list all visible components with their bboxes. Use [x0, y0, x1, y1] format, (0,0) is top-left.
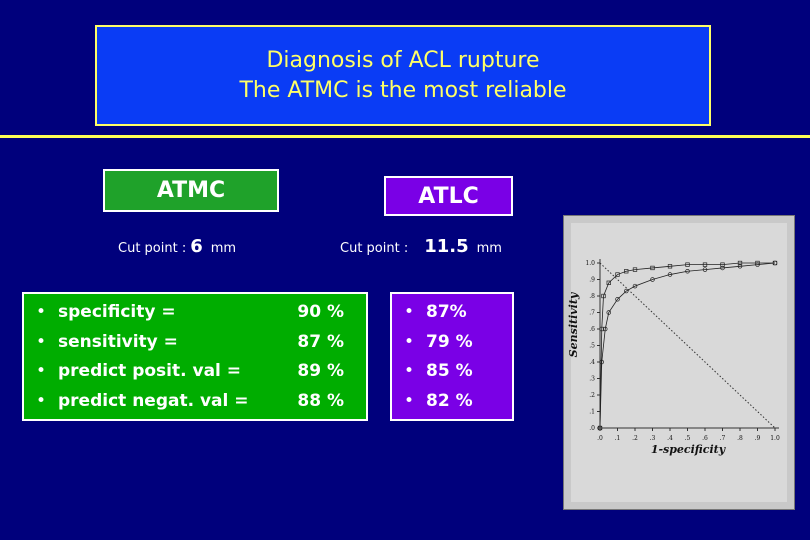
point	[599, 359, 604, 365]
cut-point-value: 6	[190, 236, 203, 257]
results-list: specificity = 90 % sensitivity = 87 % pred…	[22, 292, 368, 421]
result-value: 82 %	[426, 390, 473, 411]
result-label: sensitivity =	[58, 331, 178, 352]
point	[755, 262, 760, 267]
point	[623, 288, 629, 294]
y-tick-label: .9	[589, 277, 595, 284]
test-label: ATLC	[384, 176, 513, 216]
x-tick-label: .9	[755, 435, 761, 442]
cut-point-unit: mm	[476, 241, 502, 256]
point	[632, 283, 638, 289]
y-tick-label: .7	[589, 310, 595, 317]
result-row: 79 %	[392, 328, 512, 358]
point	[737, 260, 743, 266]
result-label: specificity =	[58, 302, 176, 322]
point	[667, 264, 673, 269]
point	[606, 280, 611, 285]
divider	[0, 135, 810, 138]
y-tick-label: .3	[589, 376, 595, 383]
point	[597, 425, 603, 431]
point	[720, 262, 725, 267]
point	[615, 297, 620, 302]
y-tick-label: .5	[589, 343, 595, 350]
reference-line	[599, 262, 776, 429]
result-label: predict negat. val =	[58, 390, 249, 411]
x-tick-label: .2	[632, 435, 638, 442]
chart-paper	[571, 223, 787, 502]
cut-point-label: Cut point :	[340, 241, 409, 256]
result-value: 79 %	[426, 331, 473, 352]
x-axis-label: 1-specificity	[651, 443, 727, 456]
point	[772, 260, 778, 266]
point	[685, 268, 690, 274]
point	[601, 293, 606, 299]
point	[685, 262, 690, 267]
cut-point-label: Cut point :	[118, 241, 187, 256]
point	[720, 265, 725, 271]
roc-chart: Sensitivity 1-specificity .0 .1 .2 .3 .4 .5 .6…	[563, 215, 795, 510]
cut-point-value: 11.5	[424, 236, 469, 257]
cut-point: Cut point : 11.5 mm	[340, 236, 502, 257]
y-tick-label: 1.0	[585, 260, 595, 267]
result-row: specificity = 90 %	[24, 298, 366, 328]
roc-curve	[599, 262, 776, 429]
point	[650, 277, 655, 282]
result-row: 82 %	[392, 387, 512, 417]
result-row: predict posit. val = 89 %	[24, 357, 366, 387]
x-tick-label: .8	[737, 435, 743, 442]
result-value: 87%	[426, 302, 467, 322]
y-tick-label: .1	[589, 409, 595, 416]
result-value: 90 %	[297, 302, 344, 322]
result-row: 85 %	[392, 357, 512, 387]
x-tick-label: .6	[702, 435, 708, 442]
point	[702, 267, 708, 272]
point	[667, 272, 673, 277]
point	[606, 310, 611, 315]
point	[615, 272, 620, 277]
x-tick-label: .0	[597, 435, 603, 442]
result-value: 87 %	[297, 331, 344, 352]
point	[650, 265, 655, 271]
result-label: predict posit. val =	[58, 361, 242, 381]
x-tick-label: .3	[650, 435, 656, 442]
x-tick-label: .1	[615, 435, 621, 442]
cut-point-unit: mm	[210, 241, 237, 256]
test-label: ATMC	[103, 169, 279, 212]
title-line: Diagnosis of ACL rupture	[266, 47, 540, 73]
result-value: 89 %	[297, 361, 344, 381]
y-tick-label: .4	[589, 359, 595, 366]
x-tick-label: .7	[720, 435, 726, 442]
result-value: 85 %	[426, 361, 473, 381]
x-tick-label: .5	[685, 435, 691, 442]
results-list: 87% 79 % 85 % 82 %	[390, 292, 514, 421]
x-tick-label: 1.0	[770, 435, 780, 442]
result-row: 87%	[392, 298, 512, 328]
point	[737, 264, 743, 269]
point	[624, 269, 629, 274]
y-tick-label: .6	[589, 326, 595, 333]
y-tick-label: .8	[589, 293, 595, 300]
result-row: predict negat. val = 88 %	[24, 387, 366, 417]
roc-curve	[599, 262, 775, 429]
result-row: sensitivity = 87 %	[24, 328, 366, 358]
point	[602, 326, 608, 332]
result-value: 88 %	[297, 390, 344, 411]
y-axis-label: Sensitivity	[567, 291, 580, 357]
title-box: Diagnosis of ACL rupture The ATMC is the…	[95, 25, 711, 126]
title-line: The ATMC is the most reliable	[239, 77, 567, 103]
point	[702, 262, 708, 267]
point	[632, 267, 638, 272]
y-tick-label: .0	[589, 425, 595, 432]
x-tick-label: .4	[667, 435, 673, 442]
y-tick-label: .2	[589, 392, 595, 399]
cut-point: Cut point :6 mm	[118, 236, 236, 257]
